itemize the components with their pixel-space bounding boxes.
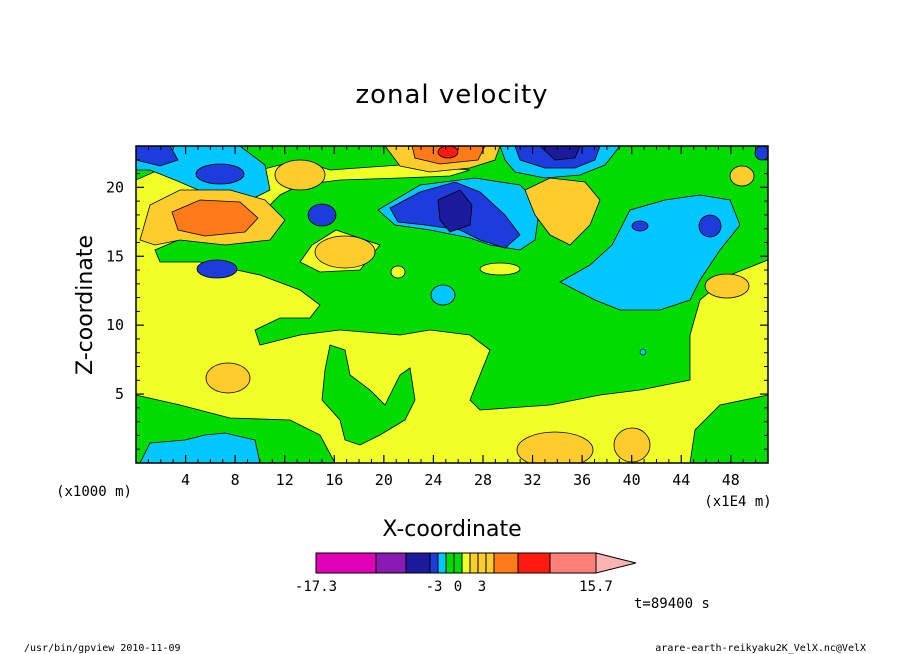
region-blue-small-3 bbox=[631, 220, 649, 232]
x-tick-label: 24 bbox=[424, 471, 442, 489]
colorbar-arrow bbox=[595, 552, 637, 574]
region-navy-center bbox=[437, 189, 473, 233]
colorbar-cell bbox=[405, 552, 431, 574]
region-gold-left-low bbox=[205, 362, 251, 394]
region-orange-left bbox=[171, 199, 259, 237]
region-green-right bbox=[689, 394, 768, 463]
region-blue-left-top bbox=[195, 163, 245, 185]
y-tick-label: 5 bbox=[115, 385, 124, 403]
colorbar-cell bbox=[477, 552, 487, 574]
x-tick-label: 40 bbox=[623, 471, 641, 489]
colorbar-label: 0 bbox=[454, 579, 462, 595]
plot-frame bbox=[135, 145, 769, 464]
colorbar-label: 15.7 bbox=[579, 579, 613, 595]
contour-field bbox=[136, 146, 768, 463]
colorbar-cell bbox=[485, 552, 495, 574]
footer-right: arare-earth-reikyaku2K_VelX.nc@VelX bbox=[655, 643, 866, 654]
colorbar-cell bbox=[493, 552, 519, 574]
region-gold-topmid bbox=[274, 159, 326, 191]
region-yellow-small-2 bbox=[479, 262, 521, 276]
colorbar-cell bbox=[517, 552, 551, 574]
region-gold-right-2 bbox=[729, 165, 755, 187]
region-blue-topright-2 bbox=[754, 146, 768, 161]
region-gold-center-right bbox=[524, 177, 601, 246]
colorbar-cell bbox=[375, 552, 407, 574]
x-tick-label: 20 bbox=[375, 471, 393, 489]
x-tick-label: 16 bbox=[325, 471, 343, 489]
region-gold-bottom-1 bbox=[516, 431, 594, 463]
x-tick-label: 32 bbox=[524, 471, 542, 489]
colorbar-label: -17.3 bbox=[295, 579, 337, 595]
colorbar-cell bbox=[549, 552, 597, 574]
x-tick-label: 8 bbox=[231, 471, 240, 489]
x-tick-label: 44 bbox=[672, 471, 690, 489]
colorbar-cell bbox=[445, 552, 455, 574]
y-axis: 5 10 15 20 bbox=[106, 159, 768, 450]
region-green-middle bbox=[321, 344, 416, 446]
region-lightblue-tiny bbox=[639, 348, 647, 356]
colorbar-cell bbox=[437, 552, 447, 574]
region-lightblue-right bbox=[559, 194, 741, 311]
x-tick-label: 28 bbox=[474, 471, 492, 489]
x-axis-label: X-coordinate bbox=[382, 517, 521, 542]
colorbar: -17.3 -3 0 3 15.7 bbox=[295, 552, 637, 595]
x-tick-label: 12 bbox=[276, 471, 294, 489]
y-unit-label: (x1000 m) bbox=[56, 484, 132, 500]
colorbar-cell bbox=[469, 552, 479, 574]
y-tick-label: 15 bbox=[106, 247, 124, 265]
footer-left: /usr/bin/gpview 2010-11-09 bbox=[24, 643, 181, 654]
region-lightblue-small bbox=[430, 284, 456, 306]
y-tick-label: 20 bbox=[106, 178, 124, 196]
colorbar-cell bbox=[453, 552, 463, 574]
x-tick-label: 36 bbox=[573, 471, 591, 489]
region-blue-left-mid bbox=[196, 259, 238, 279]
colorbar-cell bbox=[429, 552, 439, 574]
colorbar-cell bbox=[461, 552, 471, 574]
x-tick-label: 4 bbox=[181, 471, 190, 489]
region-green-main bbox=[136, 146, 768, 411]
x-axis: 4 8 12 16 20 24 28 32 36 40 44 48 bbox=[147, 146, 757, 489]
colorbar-label: 3 bbox=[478, 579, 486, 595]
chart-title: zonal velocity bbox=[355, 80, 548, 110]
x-unit-label: (x1E4 m) bbox=[704, 494, 771, 510]
region-blue-topleft bbox=[136, 146, 179, 167]
region-yellow-small-1 bbox=[390, 265, 406, 279]
region-blue-small-1 bbox=[307, 203, 337, 227]
colorbar-label: -3 bbox=[426, 579, 443, 595]
y-tick-label: 10 bbox=[106, 316, 124, 334]
region-gold-right bbox=[704, 273, 750, 299]
region-gold-mid bbox=[314, 235, 376, 269]
colorbar-cell bbox=[315, 552, 377, 574]
region-lightblue-left-bottom bbox=[139, 432, 261, 463]
region-blue-small-2 bbox=[698, 214, 722, 238]
region-red-top-center bbox=[437, 146, 459, 159]
time-label: t=89400 s bbox=[634, 596, 710, 612]
y-axis-label: Z-coordinate bbox=[73, 235, 98, 375]
x-tick-label: 48 bbox=[722, 471, 740, 489]
